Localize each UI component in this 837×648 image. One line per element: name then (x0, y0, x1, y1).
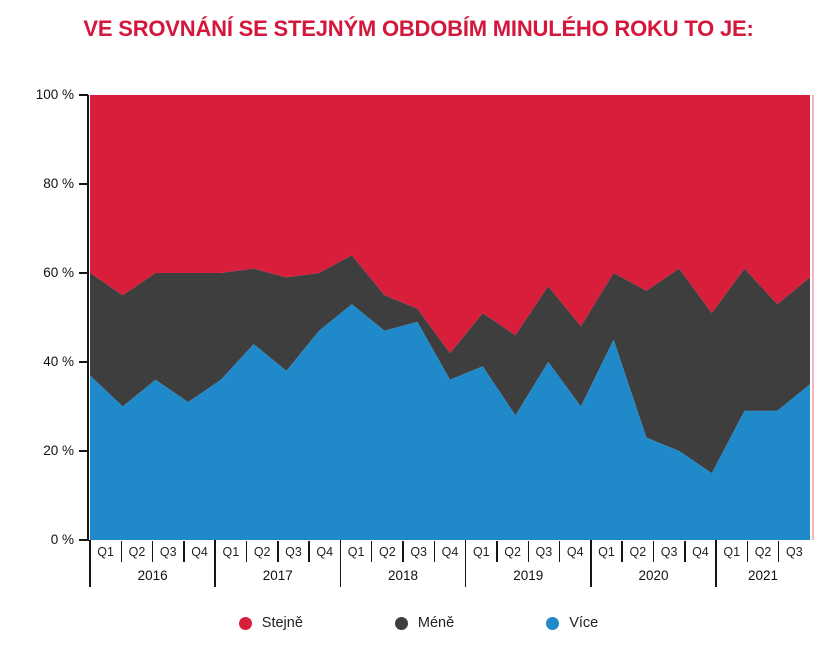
y-axis-tick (79, 94, 88, 96)
stacked-area-svg (90, 95, 810, 540)
year-separator (214, 540, 216, 587)
legend-item: Stejně (238, 615, 303, 631)
legend-label: Méně (417, 615, 455, 631)
chart-title: VE SROVNÁNÍ SE STEJNÝM OBDOBÍM MINULÉHO … (83, 16, 754, 41)
legend-label: Více (569, 615, 599, 631)
x-axis-quarter-label: Q4 (441, 545, 459, 559)
x-axis-quarter-label: Q2 (754, 545, 772, 559)
x-axis-quarter-label: Q4 (191, 545, 208, 559)
x-axis-quarter-label: Q2 (253, 545, 271, 559)
legend: Stejně Méně Více (0, 610, 837, 636)
x-axis-quarter-label: Q2 (629, 545, 647, 559)
x-axis-quarter-label: Q1 (723, 545, 741, 559)
legend-dot-icon (394, 616, 408, 630)
x-axis-quarter-label: Q3 (660, 545, 678, 559)
quarter-separator (652, 541, 655, 562)
quarter-separator (558, 541, 561, 562)
x-axis-quarter-label: Q1 (347, 545, 365, 559)
quarter-separator (684, 541, 686, 562)
x-axis-quarter-label: Q1 (222, 545, 240, 559)
x-axis-quarter-label: Q1 (97, 545, 114, 559)
y-axis-tick (79, 361, 88, 363)
x-axis-year-label: 2021 (748, 568, 779, 583)
y-axis-label: 20 % (43, 443, 74, 458)
x-axis-quarter-label: Q2 (504, 545, 521, 559)
y-axis-line (87, 95, 89, 541)
quarter-separator (496, 541, 498, 562)
quarter-separator (183, 541, 185, 562)
y-axis-label: 100 % (35, 87, 74, 102)
year-separator (339, 540, 342, 587)
legend-label: Stejně (261, 615, 303, 631)
y-axis-label: 40 % (43, 354, 74, 369)
x-axis-quarter-label: Q1 (472, 545, 490, 559)
year-separator (464, 540, 467, 587)
x-axis-quarter-label: Q1 (598, 545, 615, 559)
y-axis-tick (79, 539, 88, 541)
y-axis-label: 80 % (43, 176, 74, 191)
x-axis: Q1 Q2 Q3 Q4 2016 Q1 Q2 Q3 Q4 2017 Q1 Q2 Q3 Q4 2018 Q1 Q2… (89, 540, 810, 590)
x-axis-quarter-label: Q3 (535, 545, 553, 559)
quarter-separator (370, 541, 373, 562)
quarter-separator (621, 541, 623, 562)
year-separator (715, 540, 717, 587)
x-axis-year-label: 2019 (513, 568, 544, 583)
legend-dot-icon (546, 616, 560, 630)
quarter-separator (777, 541, 780, 562)
stacked-area-plot (90, 95, 810, 540)
x-axis-quarter-label: Q3 (785, 545, 803, 559)
legend-item: Více (546, 615, 598, 631)
x-axis-quarter-label: Q2 (128, 545, 146, 559)
quarter-separator (308, 541, 310, 562)
x-axis-year-label: 2020 (638, 568, 669, 583)
x-axis-quarter-label: Q4 (566, 545, 584, 559)
quarter-separator (402, 541, 404, 562)
x-axis-year-label: 2018 (388, 568, 419, 583)
quarter-separator (746, 541, 749, 562)
y-axis-label: 60 % (43, 265, 74, 280)
area-vice (90, 304, 810, 540)
quarter-separator (151, 541, 154, 562)
y-axis-label: 0 % (50, 532, 74, 547)
quarter-separator (433, 541, 436, 562)
quarter-separator (245, 541, 248, 562)
area-stejne (90, 95, 810, 354)
x-axis-quarter-label: Q4 (316, 545, 334, 559)
x-axis-quarter-label: Q3 (159, 545, 177, 559)
legend-dot-icon (238, 616, 252, 630)
plot-right-border (812, 95, 814, 540)
y-axis-tick (79, 272, 88, 274)
legend-item: Méně (394, 615, 455, 631)
area-mene (90, 255, 810, 474)
y-axis-tick (79, 450, 88, 452)
x-axis-year-label: 2017 (262, 568, 293, 583)
x-axis-year-label: 2016 (137, 568, 168, 583)
quarter-separator (527, 541, 529, 562)
y-axis-tick (79, 183, 88, 185)
year-separator (89, 540, 91, 587)
quarter-separator (277, 541, 279, 562)
x-axis-quarter-label: Q3 (410, 545, 428, 559)
x-axis-quarter-label: Q2 (379, 545, 396, 559)
x-axis-quarter-label: Q3 (285, 545, 302, 559)
quarter-separator (120, 541, 123, 562)
year-separator (590, 540, 592, 587)
x-axis-quarter-label: Q4 (692, 545, 709, 559)
